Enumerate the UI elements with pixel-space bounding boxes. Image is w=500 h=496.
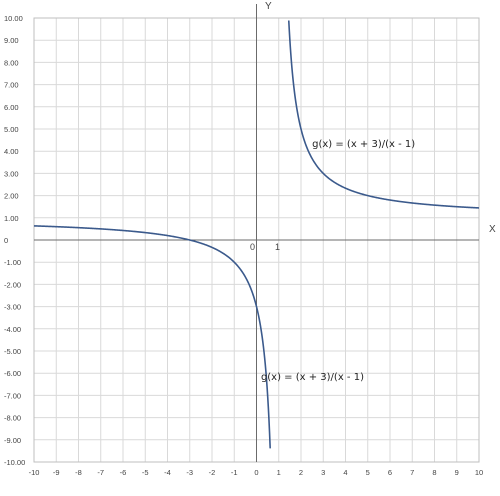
y-tick-label: 5.00 — [4, 125, 19, 134]
x-tick-label: -9 — [53, 468, 60, 477]
x-tick-label: 10 — [475, 468, 483, 477]
y-tick-label: 9.00 — [4, 36, 19, 45]
y-tick-label: 4.00 — [4, 147, 19, 156]
y-tick-label: 10.00 — [4, 14, 23, 23]
x-tick-label: 1 — [277, 468, 281, 477]
y-tick-label: -9.00 — [4, 436, 21, 445]
y-tick-label: -5.00 — [4, 347, 21, 356]
x-tick-label: 8 — [432, 468, 436, 477]
y-tick-label: -7.00 — [4, 391, 21, 400]
x-tick-label: 3 — [321, 468, 325, 477]
x-tick-labels: -10 -9 -8 -7 -6 -5 -4 -3 -2 -1 0 1 2 3 4 5 6 7 8 9 10 — [29, 468, 484, 477]
x-tick-label: -6 — [120, 468, 127, 477]
y-tick-label: 7.00 — [4, 81, 19, 90]
axes — [34, 4, 479, 462]
y-tick-label: -6.00 — [4, 369, 21, 378]
origin-one-label: 1 — [275, 242, 280, 252]
y-axis-label: Y — [265, 1, 272, 12]
x-tick-label: 9 — [455, 468, 459, 477]
y-tick-label: 8.00 — [4, 58, 19, 67]
x-tick-label: 5 — [366, 468, 370, 477]
y-tick-label: -2.00 — [4, 280, 21, 289]
curve-annotation-lower: g(x) = (x + 3)/(x - 1) — [261, 372, 364, 383]
y-tick-label: -4.00 — [4, 325, 21, 334]
y-tick-label: -10.00 — [4, 458, 25, 467]
y-tick-label: -8.00 — [4, 414, 21, 423]
x-tick-label: -7 — [97, 468, 104, 477]
curve-annotation-upper: g(x) = (x + 3)/(x - 1) — [312, 139, 415, 150]
x-tick-label: -1 — [231, 468, 238, 477]
x-tick-label: 2 — [299, 468, 303, 477]
y-tick-labels: 10.00 9.00 8.00 7.00 6.00 5.00 4.00 3.00 2.00 1.0… — [4, 14, 25, 467]
function-curves — [33, 20, 480, 449]
x-tick-label: 7 — [410, 468, 414, 477]
x-tick-label: 0 — [254, 468, 258, 477]
curve-left-branch — [33, 225, 271, 449]
curve-right-branch — [287, 20, 480, 209]
y-tick-label: 3.00 — [4, 169, 19, 178]
x-tick-label: -4 — [164, 468, 171, 477]
x-tick-label: 4 — [343, 468, 347, 477]
y-tick-label: 1.00 — [4, 214, 19, 223]
x-tick-label: -3 — [186, 468, 193, 477]
y-tick-label: -3.00 — [4, 303, 21, 312]
y-tick-label: 0 — [4, 236, 8, 245]
x-tick-label: -5 — [142, 468, 149, 477]
x-axis-label: X — [489, 224, 496, 235]
x-tick-label: -2 — [209, 468, 216, 477]
x-tick-label: -10 — [29, 468, 40, 477]
origin-zero-label: 0 — [250, 242, 255, 252]
x-tick-label: -8 — [75, 468, 82, 477]
y-tick-label: -1.00 — [4, 258, 21, 267]
y-tick-label: 2.00 — [4, 192, 19, 201]
y-tick-label: 6.00 — [4, 103, 19, 112]
x-tick-label: 6 — [388, 468, 392, 477]
